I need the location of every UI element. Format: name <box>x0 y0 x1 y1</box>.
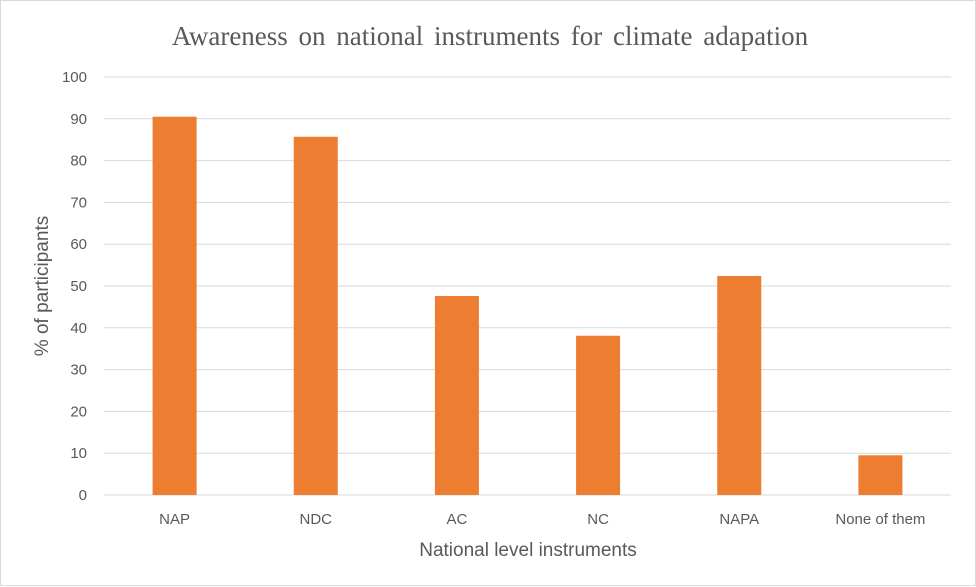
gridlines <box>104 76 951 496</box>
x-tick-label: None of them <box>835 511 925 528</box>
x-tick-label: NAPA <box>719 511 759 528</box>
x-axis-ticks: NAP NDC AC NC NAPA None of them <box>159 511 925 528</box>
bar-napa <box>717 275 762 495</box>
x-tick-label: NAP <box>159 511 190 528</box>
y-tick-label: 20 <box>70 403 87 420</box>
y-axis-ticks: 0 10 20 30 40 50 60 70 80 90 100 <box>62 69 87 504</box>
y-tick-label: 40 <box>70 320 87 337</box>
y-tick-label: 50 <box>70 278 87 295</box>
x-tick-label: NC <box>587 511 609 528</box>
y-tick-label: 90 <box>70 111 87 128</box>
y-tick-label: 70 <box>70 194 87 211</box>
y-tick-label: 60 <box>70 236 87 253</box>
y-tick-label: 30 <box>70 362 87 379</box>
x-axis-title: National level instruments <box>419 540 637 561</box>
y-tick-label: 10 <box>70 445 87 462</box>
x-tick-label: NDC <box>300 511 333 528</box>
bar-none-of-them <box>858 455 903 495</box>
bars <box>152 116 903 496</box>
y-tick-label: 0 <box>79 487 87 504</box>
bar-ndc <box>293 136 338 496</box>
bar-nc <box>576 335 621 495</box>
chart-title: Awareness on national instruments for cl… <box>172 21 809 51</box>
y-tick-label: 100 <box>62 69 87 86</box>
bar-ac <box>434 296 479 495</box>
y-axis-title: % of participants <box>32 216 53 356</box>
y-tick-label: 80 <box>70 153 87 170</box>
x-tick-label: AC <box>446 511 467 528</box>
bar-nap <box>152 116 197 496</box>
